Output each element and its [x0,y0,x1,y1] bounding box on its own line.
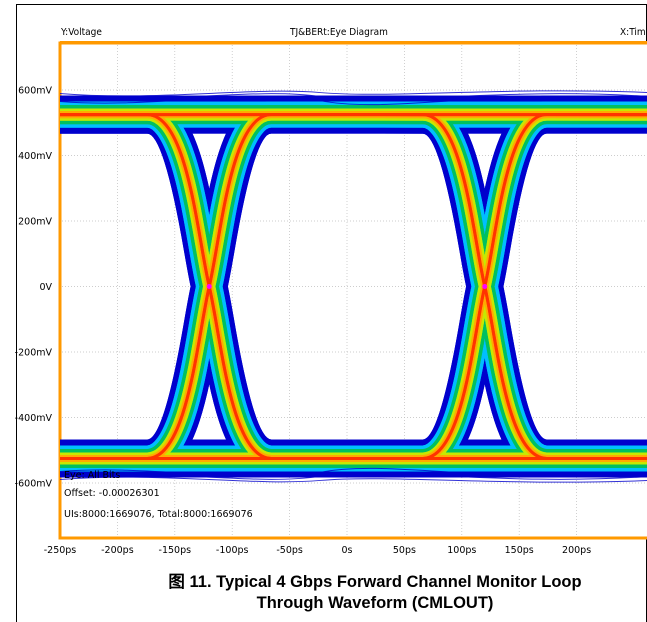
x-tick-label: 150ps [505,545,534,556]
crossing-marker [206,284,212,289]
figure-caption: 图 11. Typical 4 Gbps Forward Channel Mon… [110,572,640,614]
x-tick-label: 200ps [562,545,591,556]
y-tick-label: 400mV [18,151,52,162]
x-tick-label: 0s [342,545,353,556]
crossing-markers [206,284,488,289]
ripple-line [60,476,647,483]
chart-title: TJ&BERt:Eye Diagram [289,27,388,38]
y-tick-label: -600mV [15,479,53,490]
ripple-line [60,90,647,97]
x-tick-label: 50ps [393,545,416,556]
density-band-5 [60,113,647,460]
x-tick-labels: -250ps -200ps -150ps -100ps -50ps 0s 50ps 100ps… [44,545,591,556]
overshoot-ripples [60,90,647,483]
y-tick-label: 200mV [18,217,52,228]
ripple-line [60,95,647,106]
ripple-line [60,467,647,478]
x-axis-header: X:Time [620,27,647,38]
plot-header-band [60,41,647,44]
frame-left-rule [16,4,17,622]
info-offset: Offset: -0.00026301 [64,488,160,499]
info-ui-count: UIs:8000:1669076, Total:8000:1669076 [64,509,253,520]
caption-line-1: 图 11. Typical 4 Gbps Forward Channel Mon… [168,573,582,591]
crossing-marker [482,284,488,289]
info-box: Eye: All Bits Offset: -0.00026301 UIs:80… [64,470,253,520]
x-tick-label: -150ps [159,545,192,556]
y-tick-label: -400mV [15,413,53,424]
ripple-line [60,473,647,480]
x-tick-label: -200ps [101,545,134,556]
x-tick-label: 100ps [447,545,476,556]
y-tick-label: -200mV [15,348,53,359]
x-tick-label: -100ps [216,545,249,556]
info-eye-mode: Eye: All Bits [64,470,120,481]
eye-density-layer [60,90,647,483]
y-axis-header: Y:Voltage [60,27,102,38]
y-tick-label: 600mV [18,86,52,97]
frame-top-rule [16,4,647,5]
ripple-line [60,93,647,100]
y-tick-labels: 600mV 400mV 200mV 0V -200mV -400mV -600mV [15,86,53,490]
y-tick-label: 0V [39,282,52,293]
caption-line-2: Through Waveform (CMLOUT) [256,594,494,612]
x-tick-label: -250ps [44,545,77,556]
x-tick-label: -50ps [276,545,303,556]
